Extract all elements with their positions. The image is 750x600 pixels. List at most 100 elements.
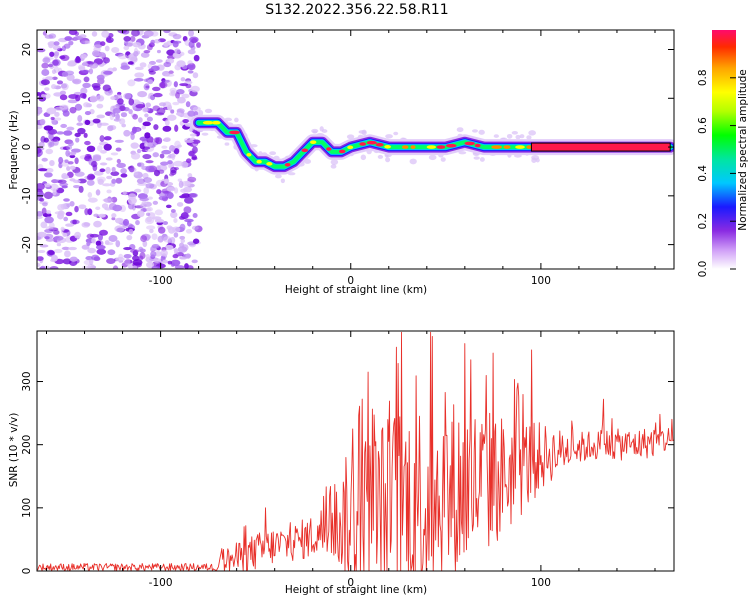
noise-blob — [163, 178, 169, 185]
noise-blob — [164, 73, 175, 77]
noise-blob — [131, 30, 140, 37]
snr-ticks: -100 0 100 0 100 200 300 — [21, 331, 674, 589]
noise-blob — [37, 215, 43, 219]
noise-blob — [38, 141, 45, 148]
noise-blob — [107, 125, 114, 132]
noise-blob — [161, 145, 168, 149]
noise-blob — [37, 48, 46, 53]
noise-blob — [73, 184, 81, 189]
noise-blob — [110, 96, 116, 100]
noise-blob — [184, 196, 194, 204]
noise-blob — [87, 197, 98, 203]
noise-blob — [145, 165, 155, 173]
noise-blob — [133, 51, 139, 57]
noise-blob — [163, 61, 172, 68]
halo-blob — [201, 132, 209, 136]
spectrogram-ytick-label: -10 — [21, 187, 33, 204]
noise-blob — [176, 202, 184, 207]
noise-blob — [167, 104, 173, 111]
halo-blob — [198, 110, 204, 116]
noise-blob — [163, 42, 169, 47]
noise-blob — [132, 42, 142, 48]
noise-blob — [104, 45, 110, 52]
noise-blob — [175, 91, 180, 99]
noise-blob — [172, 41, 179, 48]
noise-blob — [45, 209, 51, 215]
noise-blob — [116, 227, 125, 233]
halo-blob — [456, 127, 464, 133]
spectrogram-ytick-label: 0 — [21, 144, 33, 151]
noise-blob — [44, 34, 54, 39]
noise-blob — [41, 68, 50, 76]
noise-blob — [174, 124, 179, 132]
noise-blob — [39, 244, 49, 248]
noise-blob — [155, 59, 163, 63]
noise-blob — [103, 143, 112, 151]
noise-blob — [167, 191, 174, 200]
noise-blob — [77, 114, 83, 123]
noise-blob — [39, 197, 45, 202]
noise-blob — [84, 208, 89, 216]
noise-blob — [134, 72, 145, 78]
noise-blob — [116, 162, 126, 169]
noise-blob — [191, 37, 198, 44]
noise-blob — [37, 249, 46, 254]
noise-blob — [89, 95, 98, 103]
spectrogram-ytick-label: 20 — [21, 43, 33, 56]
noise-blob — [160, 249, 168, 257]
noise-blob — [66, 203, 71, 208]
noise-blob — [127, 61, 134, 65]
noise-blob — [84, 140, 91, 146]
ridge-hot-core — [426, 145, 437, 149]
noise-blob — [37, 256, 44, 261]
halo-blob — [458, 151, 467, 155]
noise-blob — [69, 106, 77, 114]
noise-blob — [145, 183, 155, 189]
noise-blob — [184, 218, 194, 223]
noise-blob — [37, 168, 48, 172]
noise-blob — [41, 62, 49, 69]
noise-blob — [179, 256, 188, 260]
noise-blob — [99, 135, 105, 143]
ridge-hot-core — [256, 159, 262, 164]
snr-ylabel: SNR (10 * v/v) — [8, 413, 20, 488]
noise-blob — [130, 249, 140, 254]
noise-blob — [170, 209, 176, 213]
noise-blob — [54, 111, 60, 117]
noise-blob — [117, 98, 124, 105]
noise-blob — [123, 129, 131, 137]
snr-xtick-label: 100 — [531, 577, 551, 589]
noise-blob — [188, 150, 195, 157]
halo-blob — [377, 154, 384, 159]
noise-blob — [127, 79, 136, 87]
noise-blob — [111, 47, 120, 54]
noise-blob — [120, 173, 128, 178]
noise-blob — [142, 177, 153, 183]
noise-blob — [56, 80, 64, 85]
snr-ytick-label: 0 — [21, 568, 33, 575]
noise-blob — [87, 192, 93, 198]
noise-blob — [180, 77, 186, 82]
noise-blob — [156, 189, 162, 195]
noise-blob — [96, 103, 104, 109]
noise-blob — [72, 219, 77, 225]
halo-blob — [287, 172, 296, 176]
noise-blob — [163, 137, 171, 142]
noise-blob — [41, 157, 48, 162]
noise-blob — [120, 168, 127, 174]
noise-blob — [69, 165, 76, 170]
noise-blob — [103, 70, 113, 75]
noise-blob — [191, 139, 201, 144]
noise-blob — [40, 79, 50, 86]
noise-blob — [153, 124, 159, 130]
noise-blob — [61, 71, 69, 77]
colorbar-tick-label: 0.4 — [697, 165, 709, 182]
ridge-hot-core — [347, 145, 354, 150]
noise-blob — [105, 166, 111, 174]
noise-blob — [95, 189, 101, 196]
noise-blob — [179, 83, 189, 87]
noise-blob — [185, 253, 191, 259]
snr-frame — [36, 330, 675, 572]
noise-blob — [101, 203, 109, 209]
noise-blob — [173, 160, 184, 167]
